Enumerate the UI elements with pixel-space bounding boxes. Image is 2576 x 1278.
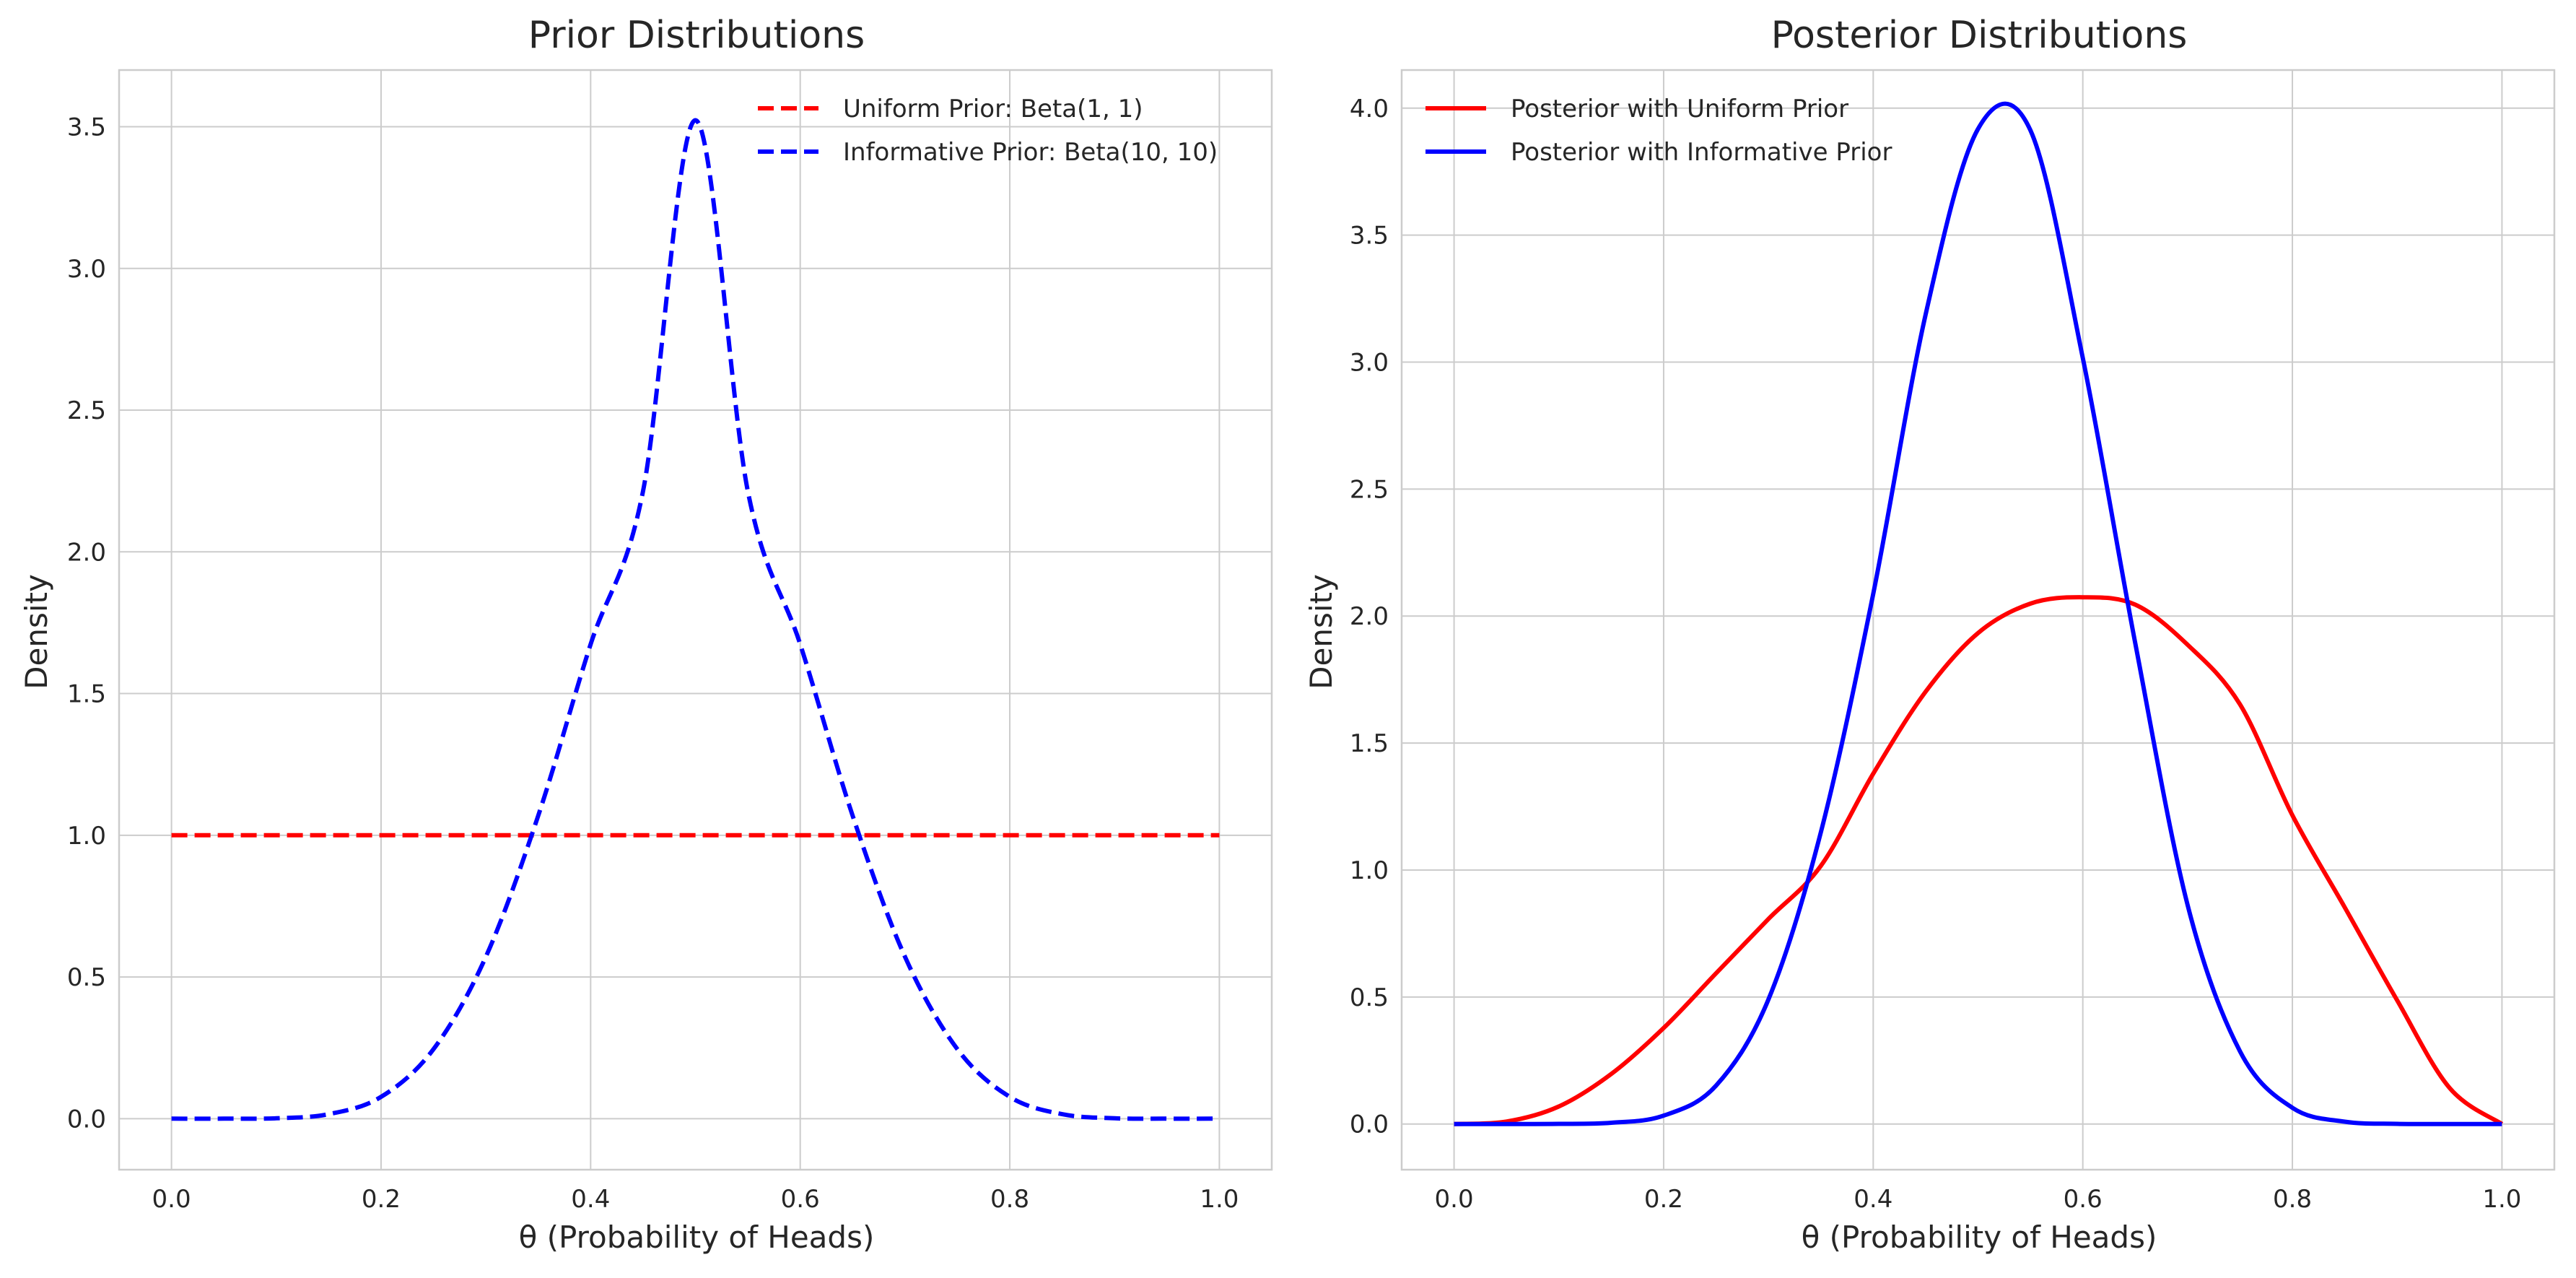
y-axis-label: Density <box>19 574 54 690</box>
posterior-distributions-chart: Posterior Distributions θ (Probability o… <box>1304 14 2556 1255</box>
axes-frame <box>118 69 1273 1171</box>
x-tick-labels: 0.0 0.2 0.4 0.6 0.8 1.0 <box>152 1185 1239 1214</box>
series-lines <box>1454 101 2504 1126</box>
chart-title: Posterior Distributions <box>1771 14 2188 57</box>
series-line-2 <box>1454 101 2502 1126</box>
y-tick-label: 3.5 <box>1350 222 1389 251</box>
legend: Uniform Prior: Beta(1, 1) Informative Pri… <box>758 95 1218 167</box>
x-tick-labels: 0.0 0.2 0.4 0.6 0.8 1.0 <box>1435 1185 2522 1214</box>
x-tick-label: 0.8 <box>2273 1185 2312 1214</box>
x-tick-label: 0.2 <box>1644 1185 1683 1214</box>
y-axis-label: Density <box>1304 574 1339 690</box>
y-tick-label: 2.5 <box>67 396 106 425</box>
x-tick-label: 0.6 <box>2064 1185 2103 1214</box>
y-tick-label: 3.0 <box>1350 348 1389 377</box>
legend-label: Posterior with Informative Prior <box>1511 138 1892 167</box>
plot-area <box>1402 70 2554 1170</box>
y-tick-label: 1.5 <box>67 680 106 709</box>
y-tick-label: 2.0 <box>1350 602 1389 631</box>
x-axis-label: θ (Probability of Heads) <box>1802 1220 2157 1255</box>
legend-label: Informative Prior: Beta(10, 10) <box>843 138 1218 167</box>
x-tick-label: 0.0 <box>152 1185 191 1214</box>
y-tick-label: 1.0 <box>67 822 106 851</box>
y-tick-label: 2.5 <box>1350 475 1389 504</box>
y-tick-label: 1.5 <box>1350 729 1389 758</box>
legend: Posterior with Uniform Prior Posterior wi… <box>1425 95 1892 167</box>
series-lines <box>171 118 1220 1121</box>
legend-label: Posterior with Uniform Prior <box>1511 95 1848 123</box>
series-line-2 <box>171 118 1220 1121</box>
x-tick-label: 0.2 <box>362 1185 401 1214</box>
y-tick-labels: 0.0 0.5 1.0 1.5 2.0 2.5 3.0 3.5 4.0 <box>1350 95 1389 1139</box>
y-tick-label: 3.5 <box>67 113 106 142</box>
prior-distributions-chart: Prior Distributions θ (Probability of He… <box>19 14 1273 1255</box>
x-tick-label: 0.0 <box>1435 1185 1474 1214</box>
y-tick-label: 3.0 <box>67 255 106 284</box>
y-tick-label: 0.0 <box>67 1105 106 1134</box>
y-tick-label: 2.0 <box>67 538 106 567</box>
x-tick-label: 0.8 <box>990 1185 1029 1214</box>
y-tick-label: 1.0 <box>1350 856 1389 885</box>
legend-label: Uniform Prior: Beta(1, 1) <box>843 95 1143 123</box>
x-tick-label: 0.4 <box>1854 1185 1892 1214</box>
axes-frame <box>1400 69 2556 1171</box>
y-tick-label: 0.0 <box>1350 1110 1389 1139</box>
y-tick-label: 0.5 <box>67 963 106 992</box>
x-axis-label: θ (Probability of Heads) <box>519 1220 875 1255</box>
y-tick-labels: 0.0 0.5 1.0 1.5 2.0 2.5 3.0 3.5 <box>67 113 106 1134</box>
chart-title: Prior Distributions <box>528 14 865 57</box>
x-tick-label: 1.0 <box>1200 1185 1239 1214</box>
x-tick-label: 1.0 <box>2482 1185 2521 1214</box>
plot-area <box>119 70 1272 1170</box>
series-line-1 <box>1454 595 2504 1126</box>
y-tick-label: 0.5 <box>1350 983 1389 1012</box>
x-tick-label: 0.4 <box>571 1185 610 1214</box>
y-tick-label: 4.0 <box>1350 95 1389 123</box>
x-tick-label: 0.6 <box>781 1185 820 1214</box>
